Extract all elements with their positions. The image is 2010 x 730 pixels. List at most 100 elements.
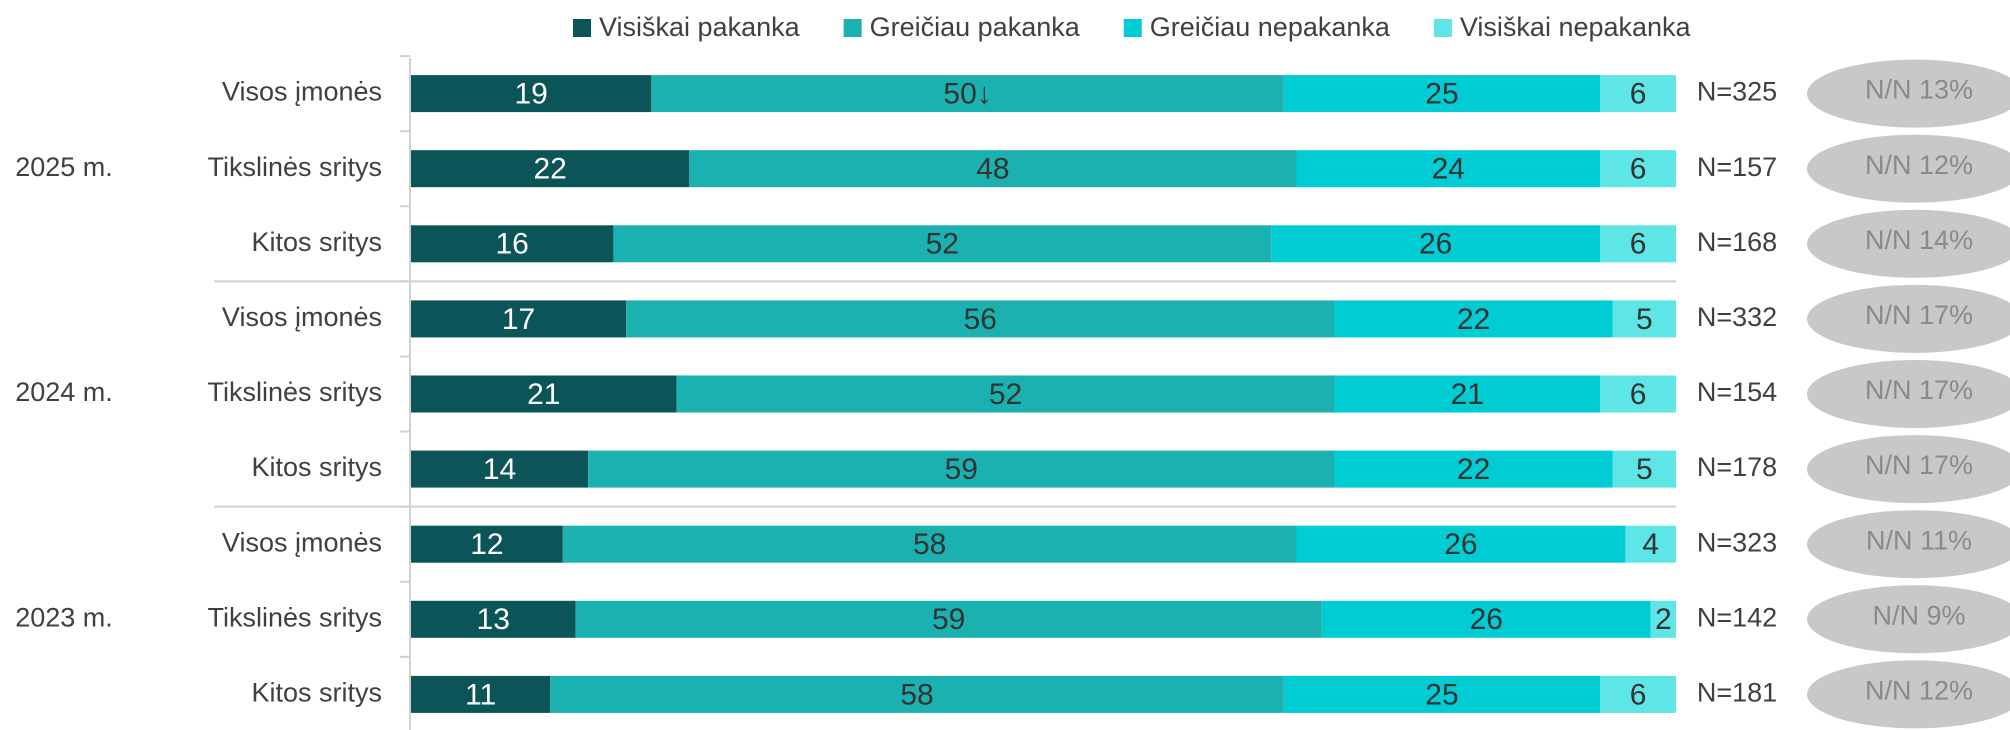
value-label: 12: [470, 528, 503, 561]
bar-segment: [1600, 75, 1676, 113]
bar-segment: [411, 675, 551, 713]
n-label: N=332: [1697, 302, 1777, 332]
value-label: 22: [1457, 303, 1490, 336]
bar-segment: [689, 150, 1297, 188]
value-label: 26: [1444, 528, 1477, 561]
value-label: 16: [496, 228, 529, 261]
bar-segment: [1334, 300, 1613, 338]
value-label: 6: [1630, 378, 1647, 411]
value-label: 6: [1630, 153, 1647, 186]
bar-segment: [588, 450, 1335, 488]
nn-badge: [1807, 510, 2010, 579]
bar-segment: [411, 75, 652, 113]
nn-label: N/N 12%: [1865, 150, 1973, 180]
value-label: 13: [477, 603, 510, 636]
bar-segment: [1334, 375, 1601, 413]
row-label: Kitos sritys: [251, 227, 382, 257]
bar-segment: [411, 225, 614, 263]
nn-badge: [1807, 134, 2010, 203]
bar-segment: [411, 150, 690, 188]
value-label: 26: [1419, 228, 1452, 261]
row-label: Visos įmonės: [222, 77, 382, 107]
n-label: N=142: [1697, 602, 1777, 632]
bar-segment: [1612, 450, 1676, 488]
bar-segment: [1625, 525, 1676, 563]
bar-segment: [676, 375, 1335, 413]
value-label: 4: [1642, 528, 1659, 561]
legend-swatch: [843, 19, 862, 37]
bar-segment: [550, 675, 1284, 713]
value-label: 59: [945, 453, 978, 486]
value-label: 6: [1630, 678, 1647, 711]
value-label: 58: [900, 678, 933, 711]
bar-segment: [562, 525, 1297, 563]
n-label: N=323: [1697, 527, 1777, 557]
value-label: 56: [964, 303, 997, 336]
row-label: Visos įmonės: [222, 527, 382, 557]
legend-label: Greičiau nepakanka: [1150, 12, 1391, 42]
bar-segment: [1283, 75, 1601, 113]
value-label: 24: [1432, 153, 1465, 186]
n-label: N=157: [1697, 152, 1777, 182]
value-label: 59: [932, 603, 965, 636]
value-label: 58: [913, 528, 946, 561]
bar-segment: [575, 600, 1322, 638]
bar-segment: [626, 300, 1335, 338]
bar-segment: [1283, 675, 1601, 713]
row-label: Kitos sritys: [251, 678, 382, 708]
nn-badge: [1807, 360, 2010, 428]
nn-label: N/N 17%: [1865, 450, 1973, 480]
group-label: 2025 m.: [15, 152, 113, 182]
value-label: 26: [1470, 603, 1503, 636]
nn-label: N/N 11%: [1866, 525, 1972, 555]
value-label: 22: [533, 153, 566, 186]
nn-badge: [1807, 209, 2010, 278]
value-label: 5: [1636, 453, 1653, 486]
row-label: Tikslinės sritys: [207, 602, 382, 632]
legend-swatch: [1433, 19, 1452, 37]
row-label: Visos įmonės: [222, 302, 382, 332]
n-label: N=181: [1697, 678, 1777, 708]
legend-swatch: [1123, 19, 1142, 37]
bar-segment: [1600, 375, 1676, 413]
value-label: 50↓: [943, 78, 991, 111]
group-label: 2023 m.: [15, 602, 113, 632]
value-label: 52: [989, 378, 1022, 411]
bar-segment: [1600, 675, 1676, 713]
nn-badge: [1807, 284, 2010, 353]
nn-badge: [1807, 435, 2010, 504]
n-label: N=168: [1697, 227, 1777, 257]
bar-segment: [411, 525, 563, 563]
bar-segment: [1334, 450, 1613, 488]
value-label: 25: [1425, 678, 1458, 711]
bar-segment: [411, 600, 576, 638]
bar-segment: [1296, 525, 1626, 563]
bar-segment: [1600, 225, 1676, 263]
nn-label: N/N 12%: [1865, 676, 1973, 706]
bar-segment: [1321, 600, 1651, 638]
bar-segment: [1650, 600, 1676, 638]
legend-label: Visiškai nepakanka: [1460, 12, 1692, 42]
legend-label: Greičiau pakanka: [870, 12, 1081, 42]
bar-segment: [1600, 150, 1676, 188]
bar-segment: [613, 225, 1272, 263]
value-label: 19: [514, 78, 547, 111]
nn-label: N/N 14%: [1865, 225, 1973, 255]
nn-badge: [1807, 660, 2010, 729]
n-label: N=178: [1697, 452, 1777, 482]
value-label: 17: [502, 303, 535, 336]
bar-segment: [411, 450, 589, 488]
n-label: N=325: [1697, 77, 1777, 107]
n-label: N=154: [1697, 377, 1777, 407]
bar-segment: [1271, 225, 1601, 263]
legend-swatch: [573, 19, 591, 37]
value-label: 6: [1630, 228, 1647, 261]
value-label: 2: [1655, 603, 1672, 636]
value-label: 52: [926, 228, 959, 261]
nn-label: N/N 9%: [1872, 600, 1965, 630]
row-label: Tikslinės sritys: [207, 377, 382, 407]
row-label: Tikslinės sritys: [207, 152, 382, 182]
value-label: 5: [1636, 303, 1653, 336]
value-label: 11: [465, 678, 496, 711]
